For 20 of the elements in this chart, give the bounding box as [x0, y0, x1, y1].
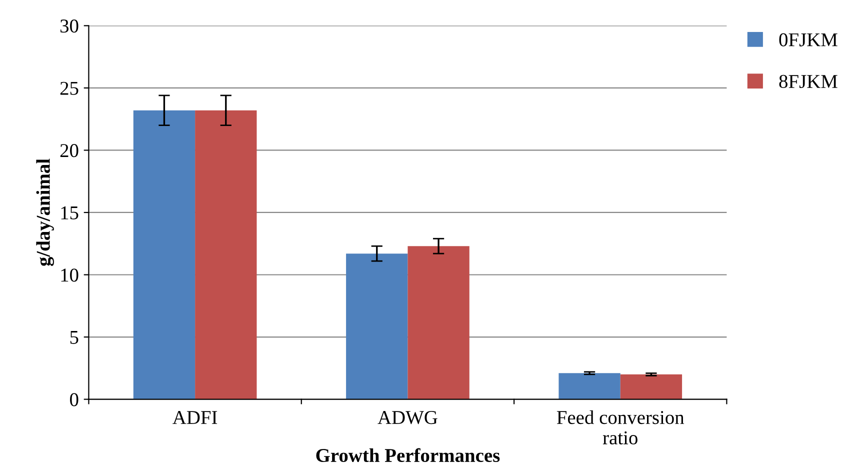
- x-axis-title: Growth Performances: [316, 448, 500, 462]
- x-tick-label: ADWG: [378, 411, 438, 424]
- y-tick-label: 0: [70, 393, 78, 406]
- legend-label: 8FJKM: [779, 74, 838, 88]
- y-tick-label: 25: [60, 82, 78, 95]
- bar: [346, 254, 408, 400]
- y-tick-label: 5: [70, 331, 78, 344]
- bar: [195, 110, 257, 400]
- x-tick-label: Feed conversion ratio: [556, 410, 684, 444]
- y-tick-label: 15: [61, 206, 78, 220]
- y-tick-label: 20: [60, 144, 78, 158]
- y-tick-label: 30: [60, 20, 78, 33]
- y-axis-title: g/day/animal: [36, 158, 54, 266]
- bar: [408, 246, 470, 400]
- x-tick-label: ADFI: [172, 411, 218, 424]
- bar: [133, 110, 196, 400]
- legend-label: 0FJKM: [779, 33, 838, 46]
- bar: [620, 374, 682, 400]
- y-tick-label: 10: [61, 268, 78, 282]
- bar: [558, 373, 620, 400]
